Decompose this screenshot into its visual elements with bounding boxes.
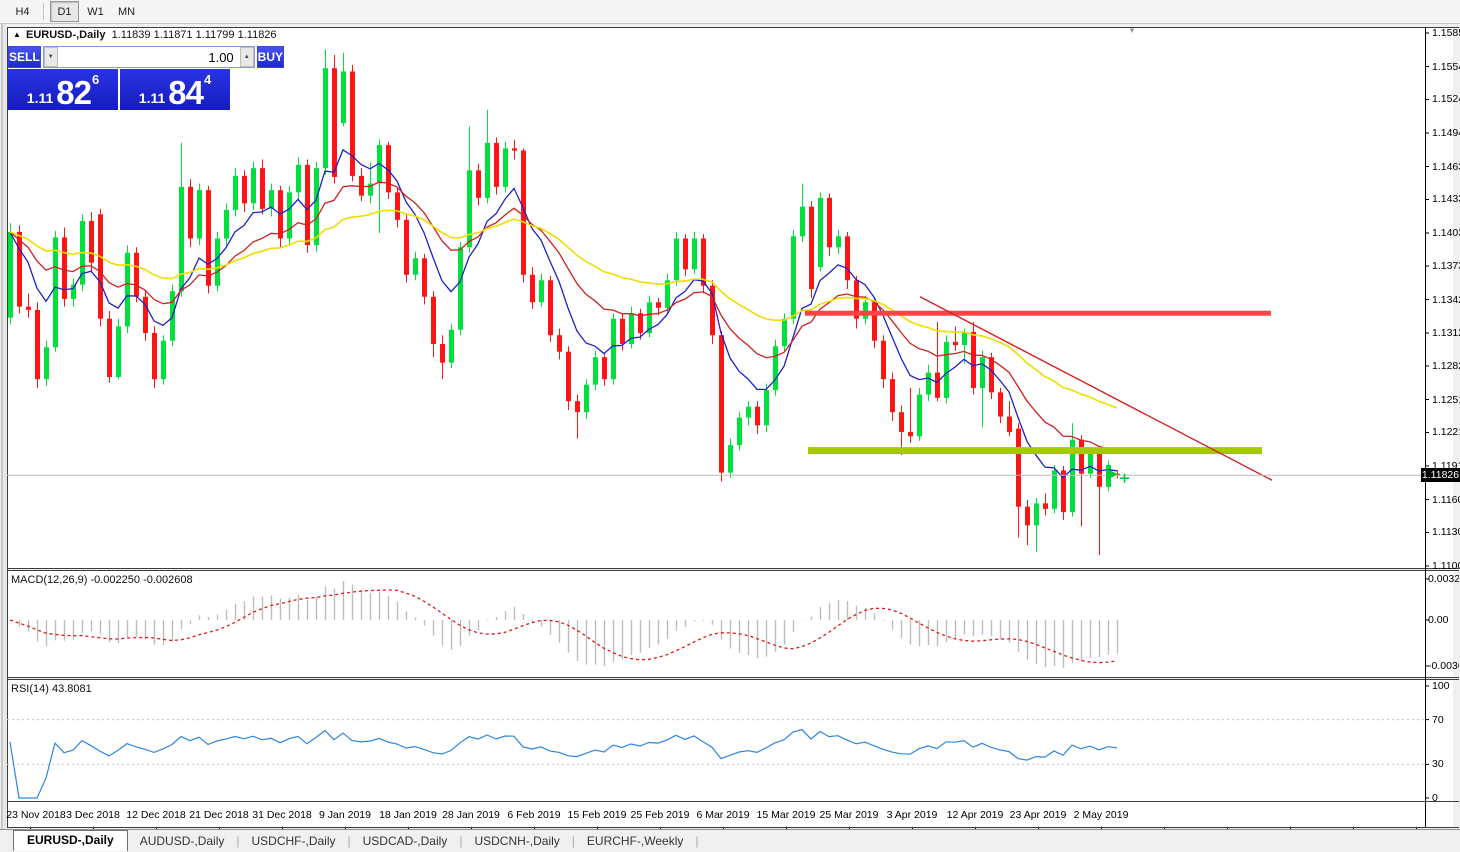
trendline-object <box>919 296 1273 481</box>
date-tick-label: 23 Nov 2018 <box>6 809 66 821</box>
macd-tick-label: 0.003287 <box>1428 573 1459 585</box>
tab-separator: | <box>695 834 699 848</box>
date-tick-label: 9 Jan 2019 <box>319 809 371 821</box>
tab-separator: | <box>347 834 351 848</box>
date-tick-label: 12 Dec 2018 <box>126 809 186 821</box>
date-tick-label: 6 Mar 2019 <box>696 809 750 821</box>
sell-button[interactable]: SELL <box>8 46 41 68</box>
sell-price-pipette: 6 <box>91 72 100 87</box>
date-tick-label: 25 Feb 2019 <box>630 809 690 821</box>
price-tick-label: 1.14940 <box>1432 127 1460 139</box>
symbol-collapse-triangle[interactable]: ▲ <box>13 30 21 39</box>
rsi-tick-label: 30 <box>1432 758 1444 771</box>
chart-tab-audusd-daily[interactable]: AUDUSD-,Daily <box>139 834 225 848</box>
volume-decrease-button[interactable]: ▼ <box>43 47 58 67</box>
chart-tab-usdcnh-daily[interactable]: USDCNH-,Daily <box>474 834 560 848</box>
rsi-tick-label: 100 <box>1432 680 1450 692</box>
chart-tab-eurchf-weekly[interactable]: EURCHF-,Weekly <box>586 834 684 848</box>
price-tick-label: 1.12820 <box>1432 359 1460 372</box>
chart-tab-eurusd-daily[interactable]: EURUSD-,Daily <box>13 829 128 851</box>
timeframe-toolbar: H4 D1 W1 MN <box>0 0 1460 24</box>
price-tick-label: 1.15850 <box>1432 27 1460 39</box>
price-tick-label: 1.15545 <box>1432 60 1460 73</box>
chart-ohlc-label: 1.11839 1.11871 1.11799 1.11826 <box>111 29 277 41</box>
timeframe-button-h4[interactable]: H4 <box>15 5 30 18</box>
macd-indicator-label: MACD(12,26,9) -0.002250 -0.002608 <box>11 574 193 586</box>
date-tick-label: 23 Apr 2019 <box>1009 809 1067 821</box>
date-tick-label: 3 Dec 2018 <box>66 809 120 821</box>
date-tick-label: 15 Feb 2019 <box>567 809 627 821</box>
buy-price-prefix: 1.11 <box>138 89 166 106</box>
price-tick-label: 1.15245 <box>1432 93 1460 106</box>
volume-increase-button[interactable]: ▲ <box>239 47 254 67</box>
horizontal-line-object <box>805 310 1271 316</box>
candles <box>8 49 1120 556</box>
price-cross-marker <box>1120 473 1129 483</box>
current-price-badge: 1.11826 <box>1421 468 1460 482</box>
price-tick-label: 1.12215 <box>1432 426 1460 439</box>
tab-separator: | <box>459 834 463 848</box>
tab-separator: | <box>571 834 575 848</box>
rsi-tick-label: 0 <box>1432 792 1438 804</box>
volume-control: ▼ ▲ <box>42 46 255 68</box>
date-tick-label: 15 Mar 2019 <box>756 809 816 821</box>
one-click-trading-panel: SELL ▼ ▲ BUY 1.11 82 6 1.11 84 4 <box>8 46 285 110</box>
chart-shift-marker[interactable]: ▼ <box>1128 26 1136 35</box>
chart-tab-bar: EURUSD-,Daily AUDUSD-,Daily | USDCHF-,Daily… <box>0 829 1460 852</box>
buy-button[interactable]: BUY <box>256 46 285 68</box>
date-tick-label: 2 May 2019 <box>1073 809 1129 821</box>
date-tick-label: 31 Dec 2018 <box>252 809 312 821</box>
date-tick-label: 18 Jan 2019 <box>379 809 437 821</box>
chart-symbol-label: EURUSD-,Daily <box>26 29 106 41</box>
price-tick-label: 1.14335 <box>1432 193 1460 206</box>
price-tick-label: 1.11305 <box>1432 526 1460 539</box>
price-tick-label: 1.14635 <box>1432 160 1460 173</box>
chart-tab-usdcad-daily[interactable]: USDCAD-,Daily <box>362 834 448 848</box>
horizontal-line-object <box>808 447 1262 455</box>
buy-price-pips: 84 <box>168 73 204 111</box>
price-tick-label: 1.13730 <box>1432 259 1460 272</box>
sell-price-prefix: 1.11 <box>26 89 54 106</box>
timeframe-button-w1[interactable]: W1 <box>87 5 104 18</box>
price-tick-label: 1.12515 <box>1432 393 1460 406</box>
rsi-indicator-label: RSI(14) 43.8081 <box>11 683 92 695</box>
date-tick-label: 6 Feb 2019 <box>507 809 561 821</box>
tab-separator: | <box>236 834 240 848</box>
toolbar-separator <box>43 3 44 20</box>
date-tick-label: 21 Dec 2018 <box>189 809 249 821</box>
macd-tick-label: -0.00365 <box>1428 660 1459 672</box>
volume-input[interactable] <box>57 47 240 67</box>
macd-tick-label: 0.00 <box>1428 614 1449 626</box>
price-tick-label: 1.13120 <box>1432 327 1460 340</box>
sell-price-pips: 82 <box>56 73 92 111</box>
date-tick-label: 25 Mar 2019 <box>819 809 879 821</box>
timeframe-button-mn[interactable]: MN <box>117 5 136 18</box>
buy-price-display[interactable]: 1.11 84 4 <box>120 69 230 110</box>
price-tick-label: 1.14030 <box>1432 227 1460 239</box>
sell-price-display[interactable]: 1.11 82 6 <box>8 69 118 110</box>
buy-price-pipette: 4 <box>203 72 212 87</box>
rsi-tick-label: 70 <box>1432 713 1444 726</box>
date-tick-label: 3 Apr 2019 <box>886 809 938 821</box>
price-tick-label: 1.11605 <box>1432 493 1460 506</box>
chart-title: EURUSD-,Daily 1.11839 1.11871 1.11799 1.… <box>26 29 277 41</box>
timeframe-button-d1[interactable]: D1 <box>50 1 79 22</box>
date-tick-label: 12 Apr 2019 <box>946 809 1004 821</box>
price-tick-label: 1.13425 <box>1432 293 1460 306</box>
date-tick-label: 28 Jan 2019 <box>442 809 500 821</box>
price-arrow-marker <box>1106 468 1118 481</box>
chart-tab-usdchf-daily[interactable]: USDCHF-,Daily <box>251 834 336 848</box>
price-tick-label: 1.11000 <box>1432 560 1460 572</box>
